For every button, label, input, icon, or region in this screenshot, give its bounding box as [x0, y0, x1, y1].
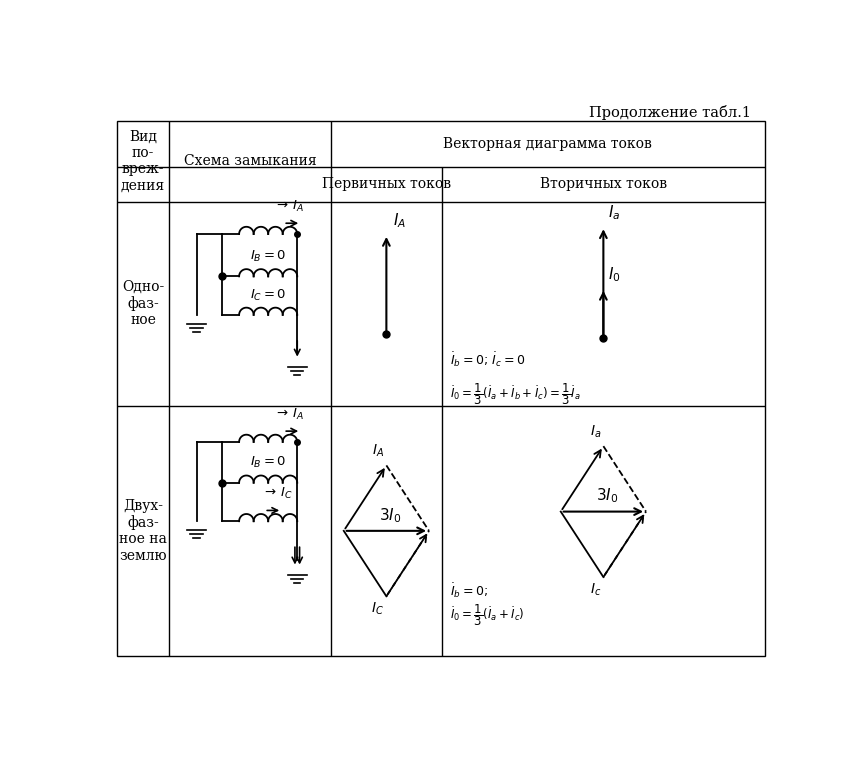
Text: $\dot{I}_0 = \dfrac{1}{3}(\dot{I}_a + \dot{I}_c)$: $\dot{I}_0 = \dfrac{1}{3}(\dot{I}_a + \d…: [450, 603, 525, 629]
Text: $I_B{=}0$: $I_B{=}0$: [250, 249, 286, 264]
Text: Продолжение табл.1: Продолжение табл.1: [589, 105, 752, 121]
Text: $I_C{=}0$: $I_C{=}0$: [250, 288, 286, 303]
Text: $I_A$: $I_A$: [393, 211, 405, 230]
Text: $3I_0$: $3I_0$: [596, 487, 618, 505]
Text: $I_a$: $I_a$: [608, 204, 620, 223]
Text: Двух-
фаз-
ное на
землю: Двух- фаз- ное на землю: [119, 499, 167, 562]
Text: $\dot{I}_b = 0;$: $\dot{I}_b = 0;$: [450, 581, 488, 600]
Text: $3I_0$: $3I_0$: [379, 506, 401, 525]
Text: Первичных токов: Первичных токов: [322, 177, 451, 192]
Text: $I_A$: $I_A$: [372, 443, 384, 459]
Text: $I_B{=}0$: $I_B{=}0$: [250, 456, 286, 471]
Text: $\rightarrow\, I_A$: $\rightarrow\, I_A$: [275, 199, 304, 214]
Text: $I_a$: $I_a$: [589, 423, 601, 440]
Text: $I_c$: $I_c$: [590, 581, 601, 598]
Text: Вид
по-
вреж-
дения: Вид по- вреж- дения: [121, 130, 165, 192]
Text: $\dot{I}_b = 0;\,\dot{I}_c = 0$: $\dot{I}_b = 0;\,\dot{I}_c = 0$: [450, 350, 525, 369]
Text: $I_C$: $I_C$: [371, 601, 384, 617]
Text: Одно-
фаз-
ное: Одно- фаз- ное: [122, 280, 164, 327]
Text: $\rightarrow\, I_A$: $\rightarrow\, I_A$: [275, 407, 304, 422]
Text: $I_0$: $I_0$: [608, 266, 621, 284]
Text: $\dot{I}_0 = \dfrac{1}{3}(\dot{I}_a + \dot{I}_b + \dot{I}_c) = \dfrac{1}{3}\dot{: $\dot{I}_0 = \dfrac{1}{3}(\dot{I}_a + \d…: [450, 382, 581, 407]
Text: Векторная диаграмма токов: Векторная диаграмма токов: [443, 137, 652, 151]
Text: $\rightarrow\, I_C$: $\rightarrow\, I_C$: [262, 486, 293, 501]
Text: Вторичных токов: Вторичных токов: [539, 177, 667, 192]
Text: Схема замыкания: Схема замыкания: [184, 154, 316, 169]
